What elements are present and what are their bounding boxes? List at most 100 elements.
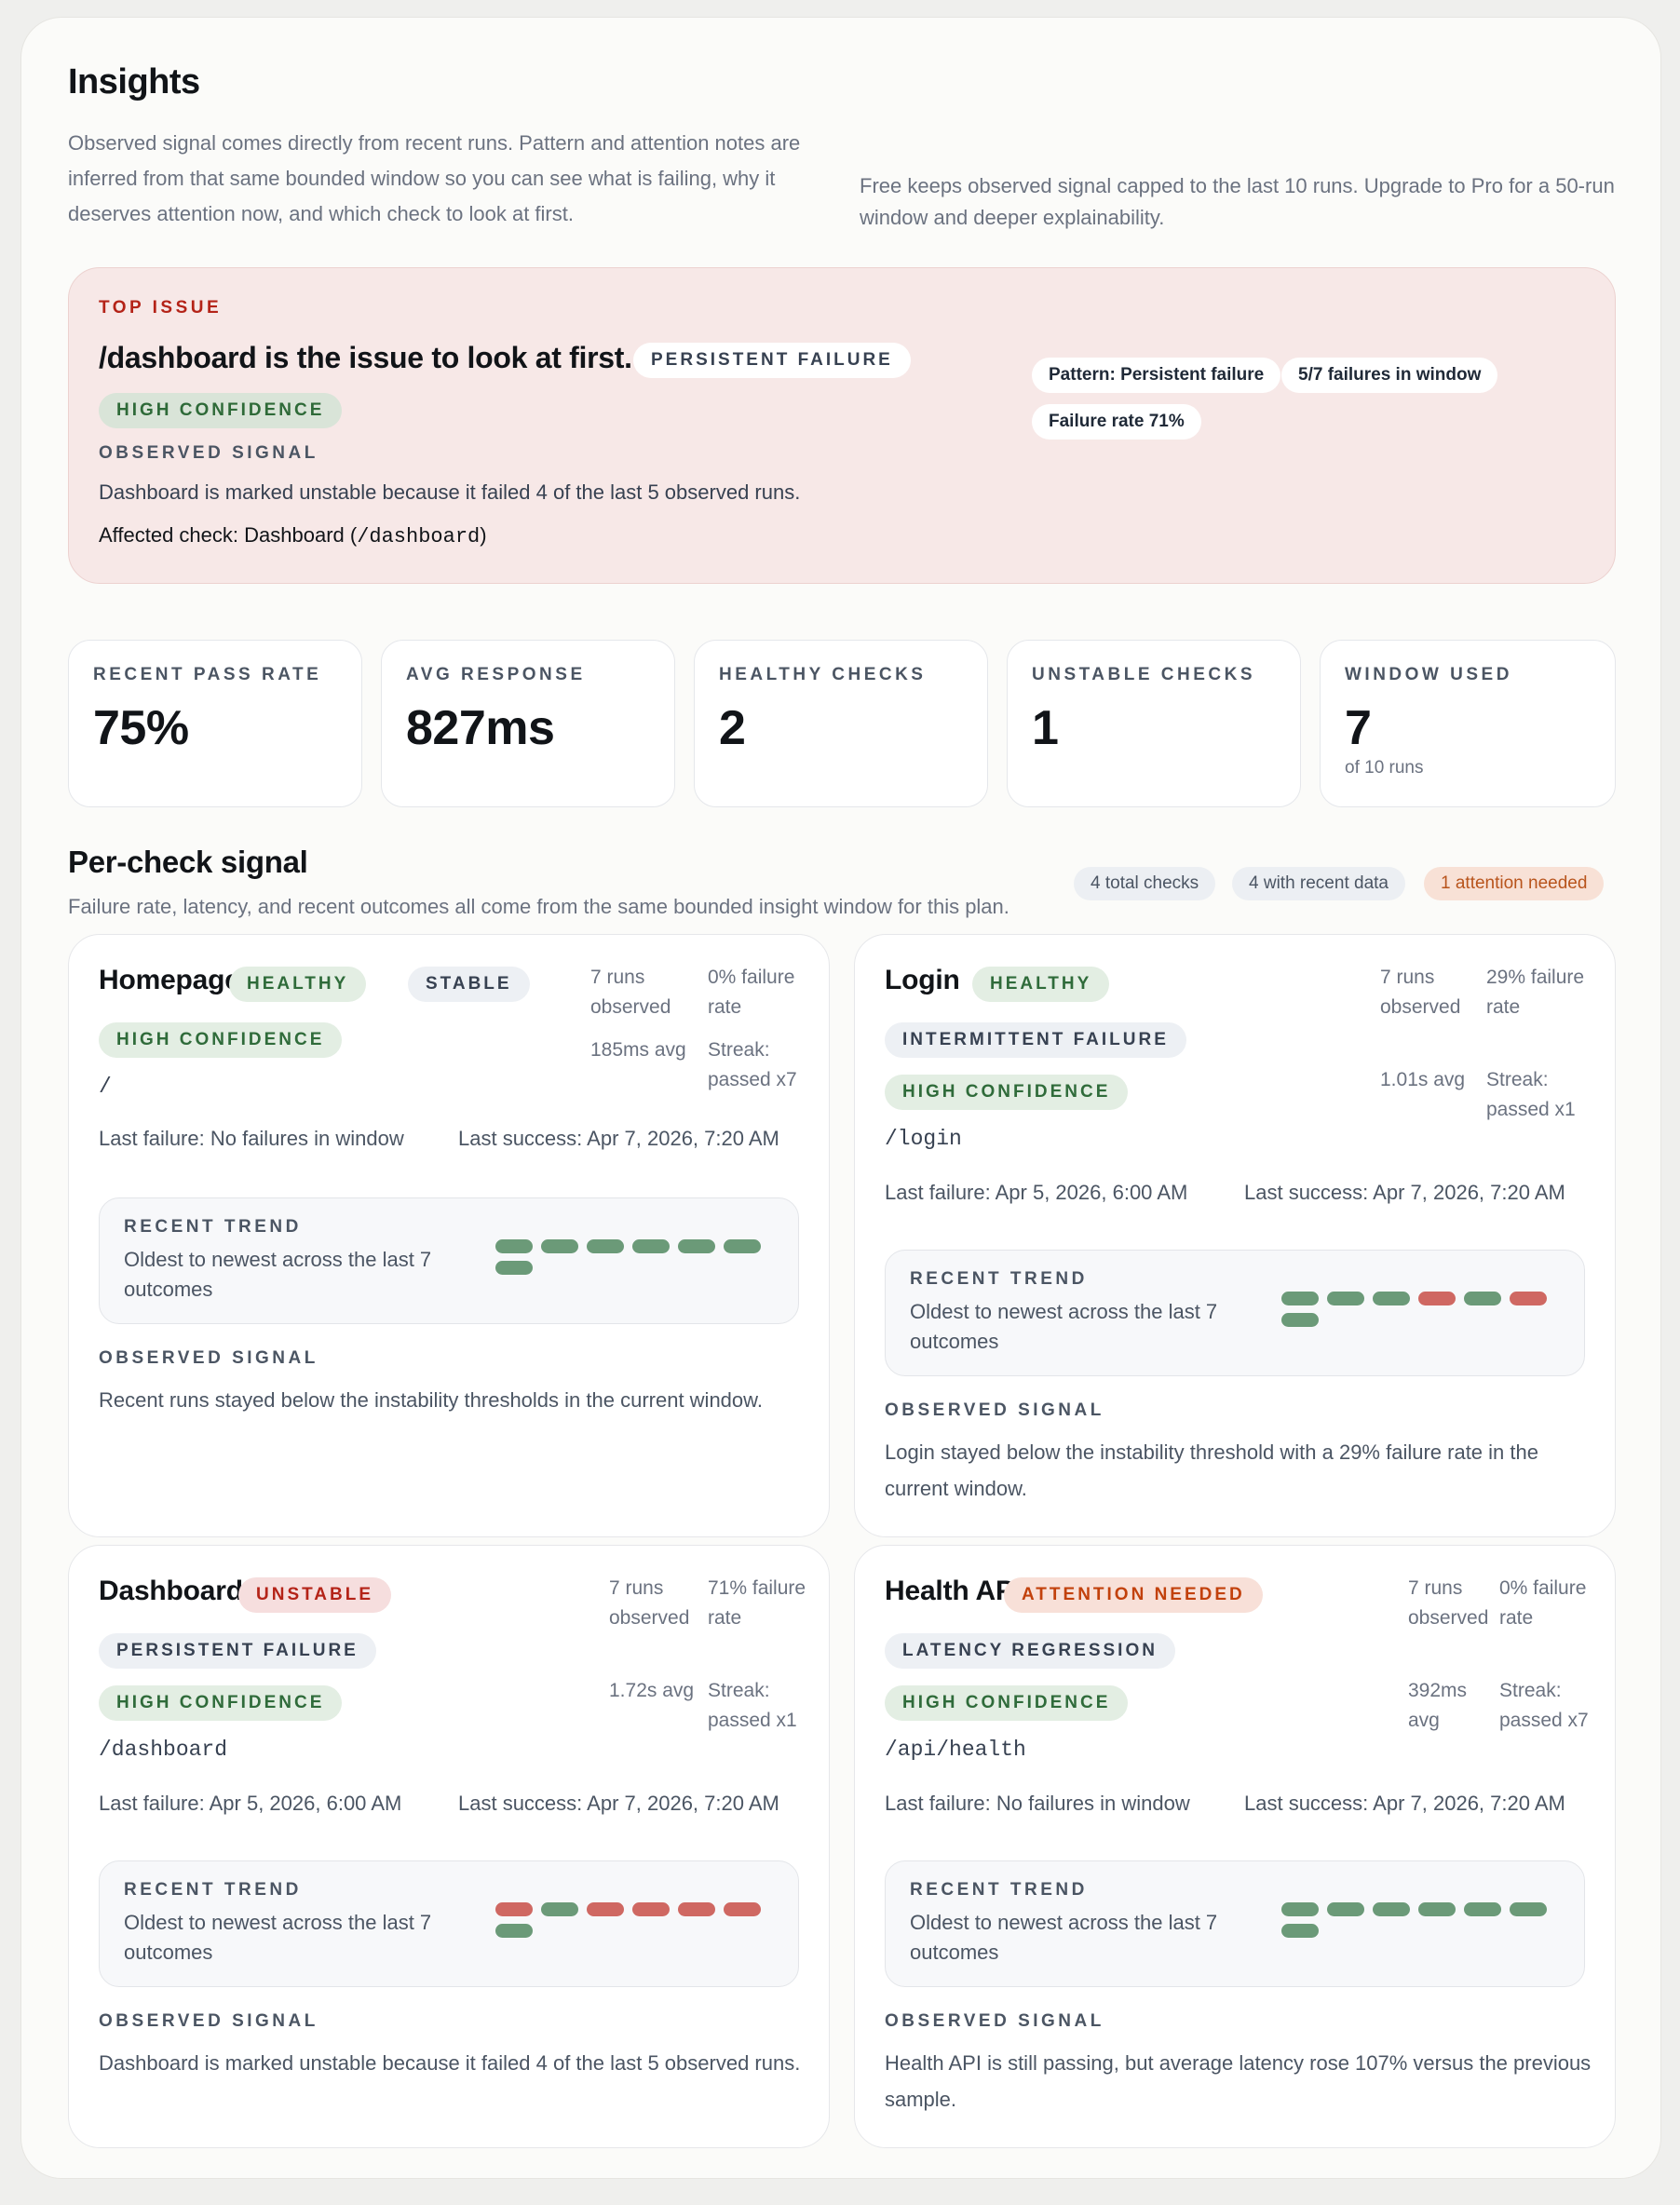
- stat-value: 7: [1345, 701, 1372, 755]
- affected-prefix: Affected check: Dashboard (: [99, 523, 358, 547]
- top-issue-title: /dashboard is the issue to look at first…: [99, 341, 632, 374]
- trend-description: Oldest to newest across the last 7 outco…: [910, 1300, 1218, 1353]
- trend-outcome-pass: [541, 1902, 578, 1916]
- trend-outcome-pass: [495, 1239, 533, 1253]
- check-card-dashboard: Dashboard UNSTABLE PERSISTENT FAILURE HI…: [68, 1545, 830, 2148]
- check-name: Health API: [885, 1576, 1022, 1606]
- status-badge: ATTENTION NEEDED: [1004, 1577, 1263, 1613]
- trend-outcome-fail: [495, 1902, 533, 1916]
- tag-attention-needed: 1 attention needed: [1424, 867, 1605, 900]
- check-name: Homepage: [99, 965, 240, 995]
- check-card-health-api: Health API ATTENTION NEEDED LATENCY REGR…: [854, 1545, 1616, 2148]
- recent-trend: RECENT TREND Oldest to newest across the…: [885, 1250, 1585, 1376]
- trend-outcome-fail: [587, 1902, 624, 1916]
- streak: Streak: passed x7: [1499, 1680, 1589, 1731]
- recent-trend: RECENT TREND Oldest to newest across the…: [99, 1197, 799, 1324]
- top-issue-chip-failures: 5/7 failures in window: [1281, 358, 1498, 393]
- trend-outcome-pass: [495, 1261, 533, 1275]
- observed-label: OBSERVED SIGNAL: [885, 2011, 1104, 2031]
- failure-rate: 29% failure rate: [1486, 967, 1585, 1018]
- insights-description: Observed signal comes directly from rece…: [68, 131, 801, 225]
- stat-window-used: WINDOW USED 7 of 10 runs: [1320, 640, 1616, 807]
- trend-label: RECENT TREND: [910, 1269, 1088, 1289]
- avg-latency: 1.01s avg: [1380, 1069, 1466, 1090]
- trend-dots: [495, 1902, 784, 1945]
- check-path: /: [99, 1075, 112, 1099]
- pattern-badge: STABLE: [408, 967, 530, 1002]
- observed-label: OBSERVED SIGNAL: [885, 1400, 1104, 1420]
- stat-healthy-checks: HEALTHY CHECKS 2: [694, 640, 988, 807]
- runs-observed: 7 runs observed: [609, 1577, 690, 1629]
- trend-outcome-pass: [1281, 1313, 1319, 1327]
- insights-panel: Insights Observed signal comes directly …: [20, 17, 1661, 2179]
- stat-value: 1: [1032, 701, 1059, 755]
- last-failure: Last failure: No failures in window: [885, 1792, 1190, 1815]
- confidence-badge: HIGH CONFIDENCE: [99, 1685, 343, 1721]
- stat-value: 827ms: [406, 701, 555, 755]
- observed-text: Health API is still passing, but average…: [885, 2051, 1592, 2111]
- tag-total-checks: 4 total checks: [1074, 867, 1216, 900]
- last-failure: Last failure: Apr 5, 2026, 6:00 AM: [99, 1792, 402, 1815]
- trend-outcome-pass: [587, 1239, 624, 1253]
- trend-description: Oldest to newest across the last 7 outco…: [124, 1911, 432, 1964]
- trend-outcome-fail: [724, 1902, 761, 1916]
- confidence-badge: HIGH CONFIDENCE: [885, 1685, 1129, 1721]
- stat-value: 75%: [93, 701, 189, 755]
- trend-outcome-pass: [632, 1239, 670, 1253]
- pattern-badge: PERSISTENT FAILURE: [99, 1633, 376, 1669]
- pattern-badge: INTERMITTENT FAILURE: [885, 1022, 1186, 1058]
- failure-rate: 71% failure rate: [708, 1577, 806, 1629]
- per-check-subtitle: Failure rate, latency, and recent outcom…: [68, 895, 1009, 918]
- top-issue-chip-failure-rate: Failure rate 71%: [1032, 404, 1201, 440]
- per-check-title: Per-check signal: [68, 845, 308, 879]
- affected-suffix: ): [480, 523, 487, 547]
- stat-avg-response: AVG RESPONSE 827ms: [381, 640, 675, 807]
- trend-outcome-pass: [495, 1924, 533, 1938]
- trend-outcome-pass: [1373, 1902, 1410, 1916]
- stat-recent-pass-rate: RECENT PASS RATE 75%: [68, 640, 362, 807]
- top-issue-observed-label: OBSERVED SIGNAL: [99, 443, 318, 463]
- failure-rate: 0% failure rate: [1499, 1577, 1587, 1629]
- status-badge: HEALTHY: [229, 967, 367, 1002]
- last-failure: Last failure: No failures in window: [99, 1127, 404, 1150]
- top-issue-card: TOP ISSUE /dashboard is the issue to loo…: [68, 267, 1616, 584]
- observed-label: OBSERVED SIGNAL: [99, 2011, 318, 2031]
- avg-latency: 392ms avg: [1408, 1680, 1468, 1731]
- trend-description: Oldest to newest across the last 7 outco…: [910, 1911, 1218, 1964]
- check-name: Login: [885, 965, 960, 995]
- top-issue-chip-pattern: Pattern: Persistent failure: [1032, 358, 1281, 393]
- trend-dots: [1281, 1292, 1570, 1334]
- recent-trend: RECENT TREND Oldest to newest across the…: [885, 1860, 1585, 1987]
- status-badge: HEALTHY: [972, 967, 1110, 1002]
- confidence-badge: HIGH CONFIDENCE: [99, 1022, 343, 1058]
- avg-latency: 185ms avg: [590, 1039, 686, 1061]
- last-failure: Last failure: Apr 5, 2026, 6:00 AM: [885, 1181, 1188, 1204]
- avg-latency: 1.72s avg: [609, 1680, 695, 1701]
- top-issue-eyebrow: TOP ISSUE: [99, 298, 223, 318]
- observed-text: Recent runs stayed below the instability…: [99, 1388, 763, 1412]
- trend-outcome-fail: [678, 1902, 715, 1916]
- trend-label: RECENT TREND: [124, 1880, 302, 1900]
- runs-observed: 7 runs observed: [590, 967, 671, 1018]
- stat-unstable-checks: UNSTABLE CHECKS 1: [1007, 640, 1301, 807]
- observed-text: Login stayed below the instability thres…: [885, 1441, 1538, 1500]
- trend-outcome-pass: [1418, 1902, 1456, 1916]
- stat-label: WINDOW USED: [1345, 665, 1512, 684]
- streak: Streak: passed x7: [708, 1039, 797, 1090]
- trend-outcome-fail: [632, 1902, 670, 1916]
- trend-dots: [495, 1239, 784, 1282]
- trend-dots: [1281, 1902, 1570, 1945]
- trend-label: RECENT TREND: [910, 1880, 1088, 1900]
- check-path: /dashboard: [99, 1738, 228, 1762]
- check-path: /login: [885, 1127, 962, 1151]
- stat-label: HEALTHY CHECKS: [719, 665, 927, 684]
- check-path: /api/health: [885, 1738, 1026, 1762]
- trend-outcome-pass: [1327, 1902, 1364, 1916]
- last-success: Last success: Apr 7, 2026, 7:20 AM: [458, 1792, 779, 1815]
- plan-note: Free keeps observed signal capped to the…: [860, 174, 1615, 229]
- stat-label: RECENT PASS RATE: [93, 665, 322, 684]
- page-title: Insights: [68, 62, 200, 101]
- trend-outcome-pass: [1464, 1902, 1501, 1916]
- check-name: Dashboard: [99, 1576, 243, 1606]
- check-card-login: Login HEALTHY INTERMITTENT FAILURE HIGH …: [854, 934, 1616, 1537]
